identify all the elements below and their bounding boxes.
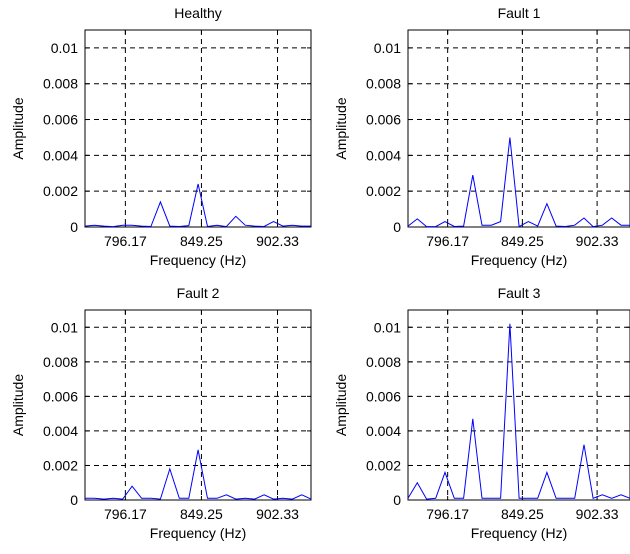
y-axis-label: Amplitude <box>10 97 26 159</box>
y-tick-label: 0.01 <box>51 319 78 335</box>
chart-title: Fault 3 <box>498 285 541 301</box>
subplot-2: 0 0.002 0.004 0.006 0.008 0.01 796.17 849.25 902… <box>333 5 630 268</box>
x-tick-label: 849.25 <box>501 233 544 249</box>
y-tick-label: 0.004 <box>366 147 401 163</box>
y-tick-label: 0.006 <box>366 388 401 404</box>
y-tick-label: 0.006 <box>43 112 78 128</box>
series-line <box>85 449 312 500</box>
y-tick-label: 0 <box>393 492 401 508</box>
y-tick-label: 0.002 <box>366 457 401 473</box>
x-tick-label: 849.25 <box>180 506 223 522</box>
x-tick-label: 796.17 <box>426 506 469 522</box>
y-tick-label: 0.008 <box>43 76 78 92</box>
series-line <box>407 137 630 228</box>
chart-title: Healthy <box>174 5 221 21</box>
x-axis-label: Frequency (Hz) <box>471 252 567 268</box>
x-tick-label: 796.17 <box>104 506 147 522</box>
y-tick-label: 0.01 <box>374 40 401 56</box>
y-axis-label: Amplitude <box>333 97 349 159</box>
series-line <box>84 183 311 228</box>
y-tick-label: 0.01 <box>374 319 401 335</box>
x-axis-label: Frequency (Hz) <box>471 525 567 541</box>
y-tick-label: 0.004 <box>366 423 401 439</box>
y-tick-label: 0.002 <box>43 183 78 199</box>
x-tick-label: 849.25 <box>180 233 223 249</box>
y-tick-label: 0 <box>393 219 401 235</box>
y-tick-label: 0 <box>70 492 78 508</box>
chart-title: Fault 2 <box>177 285 220 301</box>
plot-frame <box>84 309 312 501</box>
x-tick-label: 796.17 <box>104 233 147 249</box>
x-tick-label: 902.33 <box>576 506 619 522</box>
y-tick-label: 0.002 <box>366 183 401 199</box>
series-line <box>407 323 630 500</box>
x-axis-label: Frequency (Hz) <box>150 252 246 268</box>
y-tick-label: 0.006 <box>43 388 78 404</box>
y-tick-label: 0.006 <box>366 112 401 128</box>
subplot-3: 0 0.002 0.004 0.006 0.008 0.01 796.17 849.25 902… <box>10 285 312 541</box>
y-tick-label: 0.002 <box>43 457 78 473</box>
y-tick-label: 0.008 <box>43 354 78 370</box>
y-tick-label: 0.008 <box>366 354 401 370</box>
x-tick-label: 849.25 <box>501 506 544 522</box>
y-tick-label: 0.008 <box>366 76 401 92</box>
x-tick-label: 902.33 <box>256 233 299 249</box>
y-tick-label: 0.004 <box>43 147 78 163</box>
y-axis-label: Amplitude <box>10 374 26 436</box>
plot-frame <box>84 29 312 228</box>
x-tick-label: 902.33 <box>256 506 299 522</box>
y-tick-label: 0.004 <box>43 423 78 439</box>
subplot-1: 0 0.002 0.004 0.006 0.008 0.01 796.17 849.25 902… <box>10 5 312 268</box>
plot-frame <box>407 309 630 501</box>
x-tick-label: 902.33 <box>576 233 619 249</box>
chart-title: Fault 1 <box>498 5 541 21</box>
y-axis-label: Amplitude <box>333 374 349 436</box>
subplot-4: 0 0.002 0.004 0.006 0.008 0.01 796.17 849.25 902… <box>333 285 630 541</box>
x-axis-label: Frequency (Hz) <box>150 525 246 541</box>
x-tick-label: 796.17 <box>426 233 469 249</box>
y-tick-label: 0 <box>70 219 78 235</box>
y-tick-label: 0.01 <box>51 40 78 56</box>
